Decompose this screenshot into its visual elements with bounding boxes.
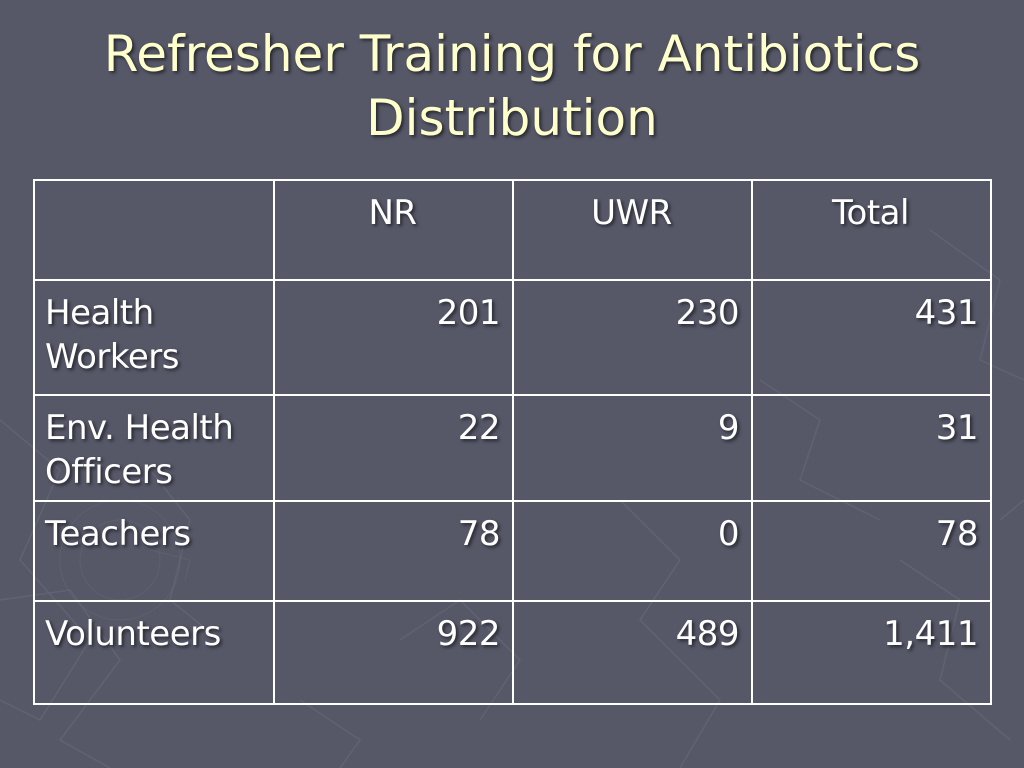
cell-nr: 78 xyxy=(273,500,514,602)
header-cell-empty xyxy=(33,179,275,281)
row-label: Health Workers xyxy=(33,279,275,396)
slide-title-line2: Distribution xyxy=(366,89,658,147)
table-row: Volunteers 922 489 1,411 xyxy=(33,600,992,705)
row-label-line1: Health xyxy=(45,293,154,333)
header-cell-uwr: UWR xyxy=(512,179,753,281)
cell-total: 1,411 xyxy=(751,600,992,705)
cell-nr: 22 xyxy=(273,394,514,502)
cell-uwr: 230 xyxy=(512,279,753,396)
slide-title: Refresher Training for Antibiotics Distr… xyxy=(0,22,1024,150)
cell-nr: 922 xyxy=(273,600,514,705)
training-table: NR UWR Total Health Workers 201 230 431 … xyxy=(33,179,992,705)
header-cell-total: Total xyxy=(751,179,992,281)
cell-total: 78 xyxy=(751,500,992,602)
row-label: Env. Health Officers xyxy=(33,394,275,502)
table-row: Health Workers 201 230 431 xyxy=(33,279,992,396)
row-label-line2: Workers xyxy=(45,337,180,377)
row-label-line1: Teachers xyxy=(45,514,191,554)
header-cell-nr: NR xyxy=(273,179,514,281)
row-label: Teachers xyxy=(33,500,275,602)
row-label-line2: Officers xyxy=(45,452,173,492)
table-row: Env. Health Officers 22 9 31 xyxy=(33,394,992,502)
cell-total: 31 xyxy=(751,394,992,502)
row-label-line1: Env. Health xyxy=(45,408,234,448)
cell-uwr: 0 xyxy=(512,500,753,602)
cell-uwr: 489 xyxy=(512,600,753,705)
cell-uwr: 9 xyxy=(512,394,753,502)
row-label-line1: Volunteers xyxy=(45,614,221,654)
table-header-row: NR UWR Total xyxy=(33,179,992,281)
row-label: Volunteers xyxy=(33,600,275,705)
cell-nr: 201 xyxy=(273,279,514,396)
slide-title-line1: Refresher Training for Antibiotics xyxy=(103,25,921,83)
table-row: Teachers 78 0 78 xyxy=(33,500,992,602)
cell-total: 431 xyxy=(751,279,992,396)
